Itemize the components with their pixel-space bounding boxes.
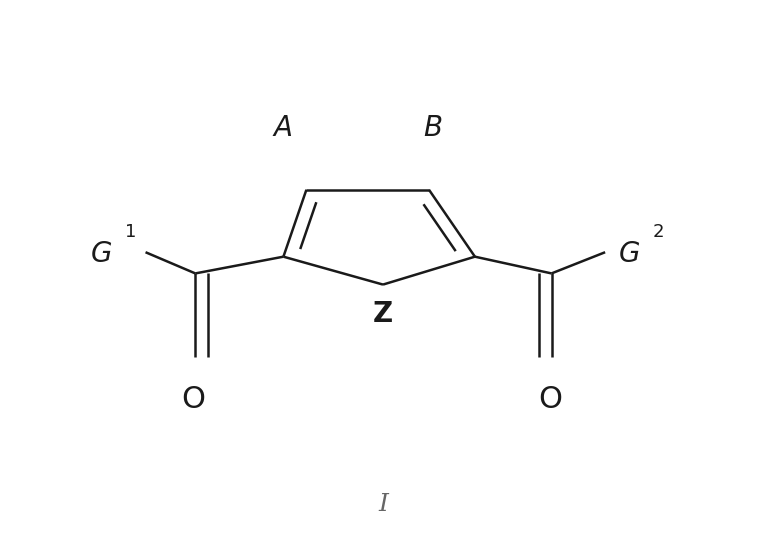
- Text: G: G: [619, 240, 640, 268]
- Text: O: O: [538, 385, 562, 414]
- Text: A: A: [274, 114, 293, 142]
- Text: G: G: [90, 240, 112, 268]
- Text: 1: 1: [125, 223, 136, 241]
- Text: Z: Z: [373, 300, 393, 328]
- Text: 2: 2: [653, 223, 664, 241]
- Text: O: O: [181, 385, 205, 414]
- Text: B: B: [424, 114, 442, 142]
- Text: I: I: [378, 493, 388, 517]
